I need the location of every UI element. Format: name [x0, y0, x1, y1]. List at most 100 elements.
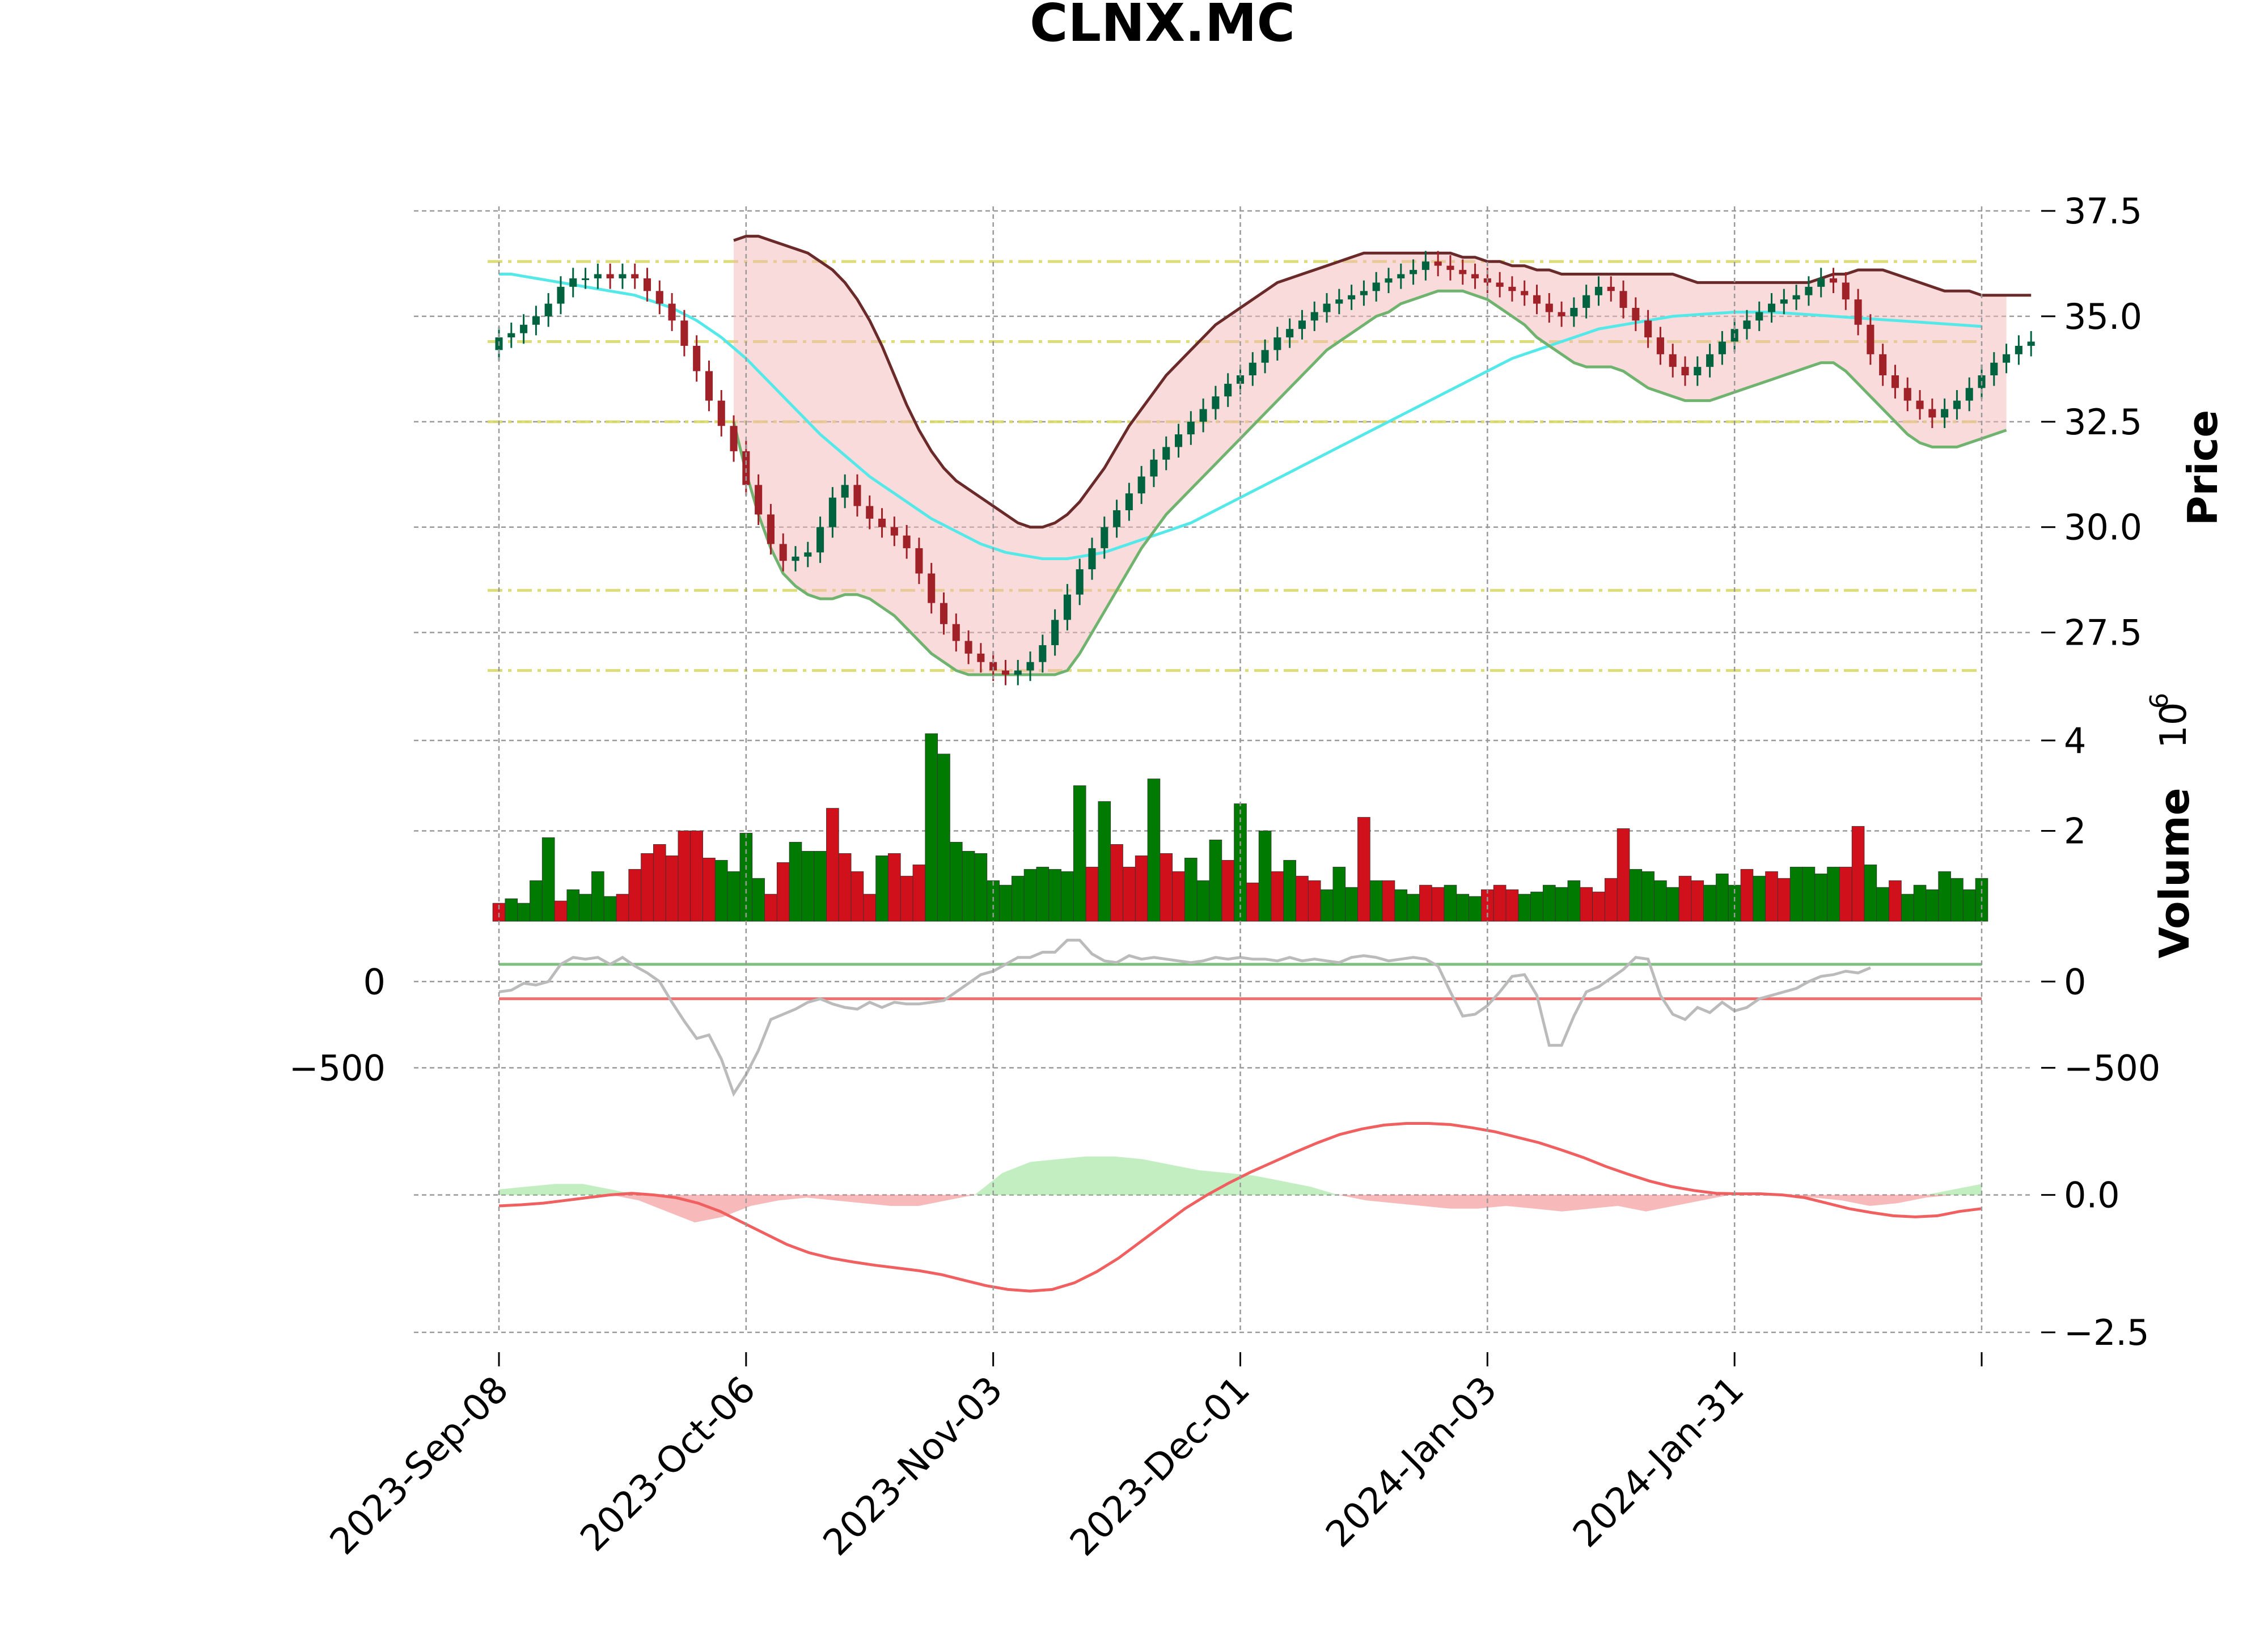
volume-bar — [1505, 889, 1519, 922]
volume-bar — [826, 808, 839, 922]
candle-body — [828, 497, 836, 527]
volume-bar — [1110, 844, 1123, 922]
volume-bar — [789, 842, 802, 922]
price-panel: 27.5 30.0 32.5 35.0 37.5 — [414, 190, 2142, 685]
macd-panel: −2.5 0.0 — [414, 1122, 2149, 1353]
candle-body — [557, 286, 565, 304]
volume-bar — [1530, 891, 1543, 922]
candle-body — [1891, 375, 1899, 388]
x-tick-label: 2024-Jan-03 — [1318, 1369, 1505, 1556]
candle-body — [792, 556, 799, 561]
volume-bar — [912, 864, 926, 922]
volume-bar — [1123, 866, 1136, 922]
band-fill — [734, 236, 2007, 675]
volume-tick-label: 2 — [2064, 810, 2086, 852]
volume-axis-label: Volume — [2151, 788, 2198, 958]
volume-bar — [653, 844, 666, 922]
candle-body — [1669, 354, 1677, 367]
volume-bar — [838, 853, 852, 922]
candle-body — [1175, 434, 1183, 447]
candle-body — [1570, 308, 1578, 316]
lower-band-line — [732, 289, 2007, 676]
cci-tick-label-right: 0 — [2064, 961, 2086, 1002]
price-tick-label: 35.0 — [2064, 296, 2142, 337]
candle-body — [1903, 388, 1911, 401]
candle-body — [816, 527, 824, 553]
volume-bar — [1419, 884, 1432, 922]
volume-bar — [1876, 887, 1889, 922]
volume-bar — [1604, 878, 1618, 922]
candle-body — [1397, 274, 1405, 278]
candle-body — [2015, 345, 2022, 354]
candle-body — [705, 371, 713, 401]
volume-bar — [1950, 878, 1964, 922]
volume-bar — [1296, 875, 1309, 922]
volume-bar — [888, 853, 901, 922]
volume-bar — [1765, 871, 1778, 922]
candle-body — [755, 485, 763, 515]
volume-bar — [925, 733, 938, 922]
candle-body — [1965, 388, 1973, 401]
volume-bar — [1036, 866, 1050, 922]
candle-body — [866, 506, 874, 519]
candle-body — [520, 324, 528, 333]
volume-bar — [1209, 840, 1222, 922]
candle-body — [1001, 670, 1009, 675]
candle-body — [1434, 261, 1442, 266]
volume-bar — [714, 860, 728, 922]
volume-bar — [752, 878, 765, 922]
macd-tick-label: −2.5 — [2064, 1312, 2149, 1353]
candle-body — [655, 291, 663, 304]
volume-bar — [591, 871, 604, 922]
candle-body — [1125, 493, 1133, 510]
volume-bar — [1753, 875, 1766, 922]
candle-body — [1990, 362, 1998, 376]
volume-bar — [1901, 894, 1914, 922]
candle-body — [1101, 527, 1108, 548]
volume-bar — [1469, 896, 1482, 922]
candle-body — [619, 274, 627, 278]
candle-body — [1743, 320, 1751, 329]
candle-body — [1212, 396, 1220, 409]
cci-tick-label-left: −500 — [289, 1047, 386, 1089]
x-tick-label: 2023-Nov-03 — [815, 1369, 1011, 1564]
candle-body — [1718, 341, 1726, 354]
volume-bar — [1394, 889, 1408, 922]
candle-body — [977, 653, 985, 662]
volume-bar — [678, 831, 691, 922]
volume-bar — [1160, 853, 1173, 922]
candle-body — [1310, 312, 1318, 321]
candle-body — [1941, 409, 1949, 418]
candle-body — [964, 641, 972, 654]
volume-bar — [1369, 880, 1383, 922]
volume-bar — [974, 853, 988, 922]
price-tick-label: 27.5 — [2064, 612, 2142, 654]
upper-band-line — [733, 235, 2032, 529]
volume-bar — [554, 900, 568, 922]
candle-body — [582, 278, 590, 280]
volume-bar — [505, 898, 518, 922]
volume-bar — [1061, 871, 1074, 922]
volume-bar — [1926, 889, 1939, 922]
volume-bar — [999, 884, 1012, 922]
candle-body — [1805, 286, 1813, 295]
volume-bar — [727, 871, 741, 922]
candle-body — [1879, 354, 1887, 376]
price-tick-label: 30.0 — [2064, 507, 2142, 548]
candle-body — [730, 426, 738, 451]
candle-body — [668, 303, 676, 321]
candle-body — [1446, 265, 1454, 270]
candle-body — [643, 278, 651, 291]
volume-bar — [1431, 887, 1445, 922]
volume-bar — [1617, 828, 1630, 922]
candle-body — [569, 278, 577, 287]
candle-body — [1459, 270, 1467, 274]
candle-body — [1545, 303, 1553, 312]
volume-bar — [703, 857, 716, 922]
volume-bar — [641, 853, 654, 922]
volume-bar — [1555, 887, 1568, 922]
candle-body — [594, 274, 602, 278]
candle-body — [989, 662, 997, 671]
volume-bar — [776, 862, 790, 922]
